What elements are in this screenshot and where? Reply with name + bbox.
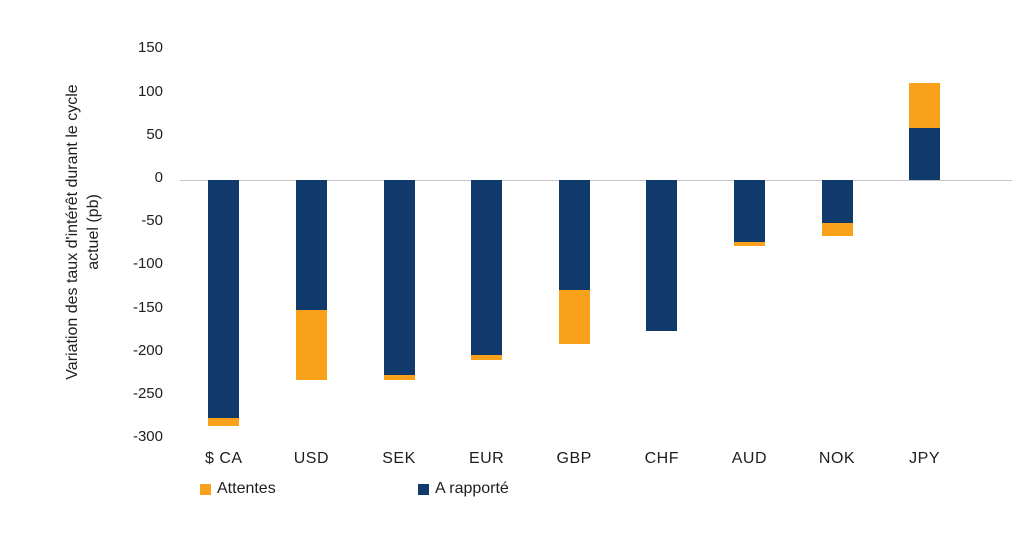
y-tick-label: 50 — [146, 125, 163, 143]
bar-a-rapporte — [646, 180, 678, 332]
bar-a-rapporte — [471, 180, 503, 355]
rapporte-color-swatch — [418, 483, 429, 495]
y-tick-label: 100 — [137, 82, 163, 100]
zero-gridline — [180, 180, 1012, 181]
bar-a-rapporte — [208, 180, 240, 418]
y-tick-label: -50 — [141, 212, 163, 230]
bar-attentes — [558, 289, 590, 345]
legend-label-attentes: Attentes — [217, 480, 276, 497]
y-tick-label: 0 — [154, 169, 163, 186]
x-category-label: SEK — [382, 450, 416, 467]
x-category-label: EUR — [468, 450, 505, 467]
bar-a-rapporte — [295, 180, 327, 310]
y-tick-label: -200 — [132, 341, 163, 359]
y-tick-label: 150 — [137, 39, 163, 57]
y-tick-label: -150 — [132, 298, 163, 316]
x-category-label: JPY — [909, 450, 941, 467]
x-category-label: NOK — [818, 450, 856, 467]
legend-label-rapporte: A rapporté — [435, 480, 509, 497]
bar-attentes — [383, 375, 415, 380]
x-category-label: $ CA — [205, 450, 243, 467]
x-category-label: CHF — [644, 450, 679, 467]
y-tick-label: -100 — [132, 255, 163, 273]
chart-legend: Attentes A rapporté — [0, 480, 1024, 504]
x-category-label: USD — [293, 450, 330, 467]
legend-item-rapporte: A rapporté — [418, 480, 509, 498]
bar-attentes — [909, 83, 941, 129]
y-axis-title: Variation des taux d'intérêt durant le c… — [64, 84, 102, 380]
bar-attentes — [821, 223, 853, 237]
legend-item-attentes: Attentes — [200, 480, 276, 498]
y-tick-label: -250 — [132, 385, 163, 402]
x-category-label: GBP — [556, 450, 592, 467]
bar-attentes — [733, 242, 765, 246]
bar-attentes — [471, 354, 503, 360]
bar-a-rapporte — [558, 180, 590, 290]
bar-a-rapporte — [733, 180, 765, 243]
bar-attentes — [295, 309, 327, 381]
bar-a-rapporte — [821, 180, 853, 224]
x-category-label: AUD — [731, 450, 768, 467]
attentes-color-swatch — [200, 483, 211, 495]
bar-attentes — [208, 417, 240, 427]
y-tick-label: -300 — [132, 428, 163, 446]
bar-a-rapporte — [383, 180, 415, 376]
bar-a-rapporte — [909, 128, 941, 180]
